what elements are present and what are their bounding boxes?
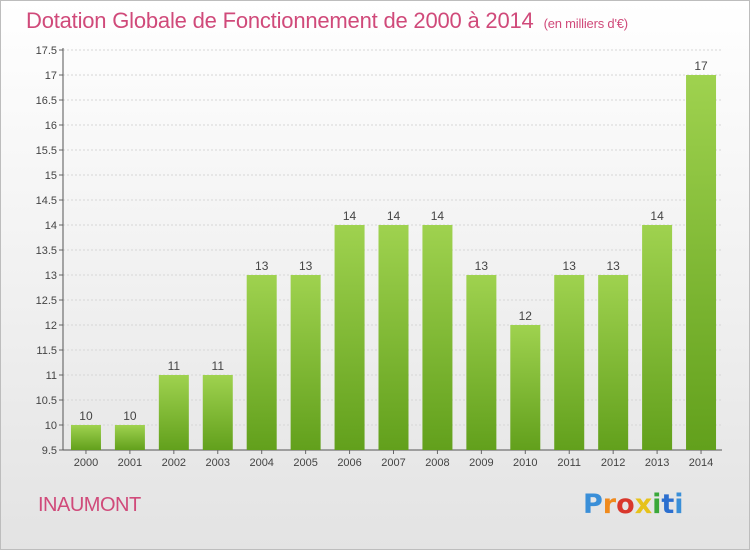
bar-2001 (114, 425, 145, 450)
logo-letter: i (674, 489, 684, 520)
x-tick-label: 2002 (162, 457, 186, 469)
logo-letter: r (602, 489, 617, 520)
x-tick-label: 2005 (293, 457, 317, 469)
bar-2000 (70, 425, 101, 450)
bar-2007 (378, 225, 409, 450)
logo-letter: P (583, 489, 603, 520)
x-tick-label: 2004 (249, 457, 273, 469)
bar-2009 (466, 275, 497, 450)
bar-2004 (246, 275, 277, 450)
data-label: 13 (255, 259, 269, 273)
bar-2011 (554, 275, 585, 450)
chart-title-text: Dotation Globale de Fonctionnement de 20… (26, 8, 534, 33)
x-tick-label: 2007 (381, 457, 405, 469)
data-label: 10 (123, 409, 137, 423)
y-tick-label: 9.5 (42, 445, 57, 457)
data-label: 11 (168, 359, 181, 373)
data-label: 14 (387, 209, 401, 223)
y-tick-label: 11 (46, 370, 57, 382)
y-tick-label: 15.5 (36, 145, 57, 157)
x-tick-label: 2013 (645, 457, 669, 469)
bar-2006 (334, 225, 365, 450)
chart-title: Dotation Globale de Fonctionnement de 20… (26, 8, 628, 34)
bar-2003 (202, 375, 233, 450)
data-label: 14 (650, 209, 664, 223)
y-tick-labels: 9.5 10 10.5 11 11.5 12 12.5 13 13.5 14 14.5 15 15.5 1… (36, 45, 57, 457)
proxiti-logo: Proxiti (583, 489, 684, 520)
x-tick-label: 2009 (469, 457, 493, 469)
bar-2002 (158, 375, 189, 450)
y-tick-label: 13.5 (36, 245, 57, 257)
bar-2012 (598, 275, 629, 450)
bar-2014 (686, 75, 717, 450)
logo-letter: x (634, 489, 653, 520)
bar-2005 (290, 275, 321, 450)
commune-name: INAUMONT (38, 494, 141, 516)
y-tick-label: 12.5 (36, 295, 57, 307)
x-tick-label: 2000 (74, 457, 98, 469)
y-tick-label: 17.5 (36, 45, 57, 57)
x-tick-label: 2003 (206, 457, 230, 469)
data-label: 12 (519, 309, 533, 323)
x-tick-label: 2014 (689, 457, 713, 469)
y-tick-label: 14.5 (36, 195, 57, 207)
logo-letter: t (661, 489, 675, 520)
data-label: 17 (694, 59, 708, 73)
data-labels: 10 10 11 11 13 13 14 14 14 13 12 13 13 14 17 (79, 59, 708, 423)
bar-2008 (422, 225, 453, 450)
data-label: 14 (431, 209, 445, 223)
bars (70, 75, 717, 450)
x-tick-labels: 2000 2001 2002 2003 2004 2005 2006 2007 2008 2009… (74, 450, 713, 469)
data-label: 13 (563, 259, 577, 273)
data-label: 13 (299, 259, 313, 273)
y-tick-label: 16 (45, 120, 57, 132)
y-tick-label: 16.5 (36, 95, 57, 107)
y-tick-label: 13 (45, 270, 57, 282)
data-label: 13 (475, 259, 489, 273)
data-label: 13 (606, 259, 620, 273)
x-tick-label: 2001 (118, 457, 142, 469)
x-tick-label: 2006 (337, 457, 361, 469)
y-tick-label: 17 (45, 70, 57, 82)
logo-letter: i (652, 489, 662, 520)
data-label: 14 (343, 209, 357, 223)
bar-2010 (510, 325, 541, 450)
data-label: 10 (79, 409, 93, 423)
y-tick-label: 15 (45, 170, 57, 182)
x-tick-label: 2010 (513, 457, 537, 469)
logo-letter: o (616, 489, 635, 520)
data-label: 11 (212, 359, 225, 373)
y-tick-label: 12 (45, 320, 57, 332)
x-tick-label: 2011 (557, 457, 581, 469)
bar-2013 (642, 225, 673, 450)
y-tick-label: 10 (45, 420, 57, 432)
x-tick-label: 2008 (425, 457, 449, 469)
y-tick-label: 10.5 (36, 395, 57, 407)
chart-subtitle: (en milliers d'€) (543, 16, 629, 31)
y-tick-label: 11.5 (36, 345, 57, 357)
y-tick-label: 14 (45, 220, 57, 232)
x-tick-label: 2012 (601, 457, 625, 469)
